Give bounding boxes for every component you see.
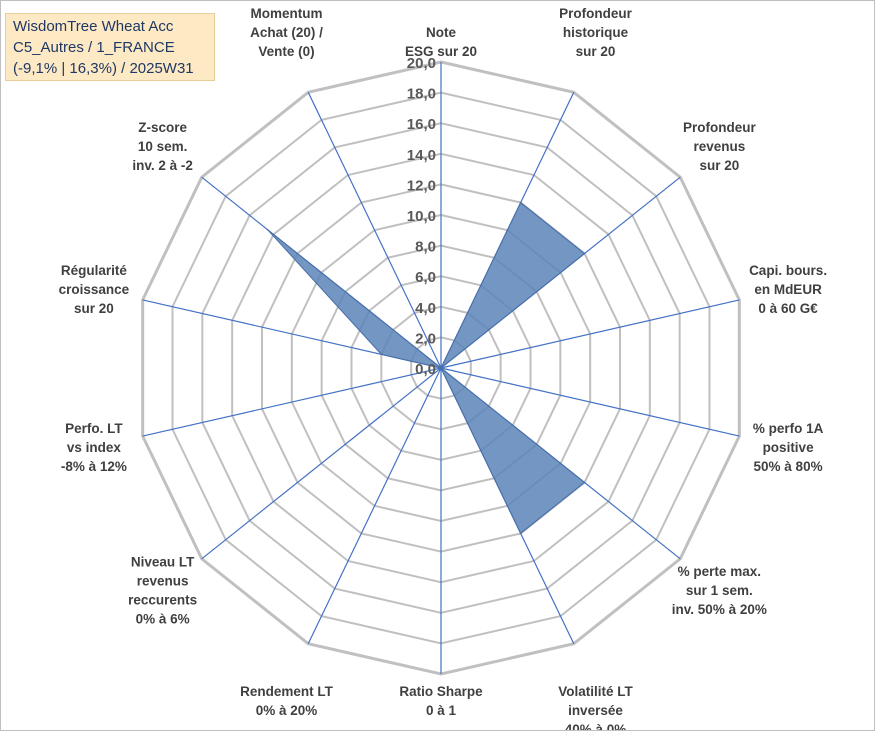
radar-tick-labels: 0,0 2,0 4,0 6,0 8,0 10,0 12,0 14,0 16,0 18,0 20,0 — [407, 55, 436, 378]
category-label-13: Momentum Achat (20) / Vente (0) — [250, 6, 323, 59]
spoke-4 — [440, 367, 740, 437]
tick-label-8: 16,0 — [407, 116, 436, 133]
tick-label-10: 20,0 — [407, 55, 436, 72]
spoke-8 — [307, 367, 442, 644]
category-label-6: Volatilité LT inversée 40% à 0% — [558, 684, 633, 730]
category-label-5: % perte max. sur 1 sem. inv. 50% à 20% — [672, 564, 767, 617]
tick-label-2: 4,0 — [415, 300, 436, 317]
category-label-3: Capi. bours. en MdEUR 0 à 60 G€ — [749, 263, 827, 316]
category-label-2: Profondeur revenus sur 20 — [683, 120, 756, 173]
fund-category: C5_Autres / 1_FRANCE — [13, 39, 175, 56]
category-label-1: Profondeur historique sur 20 — [559, 6, 632, 59]
radar-category-labels: Note ESG sur 20 Profondeur historique sur 20… — [59, 6, 827, 730]
spoke-13 — [307, 92, 442, 369]
tick-label-1: 2,0 — [415, 330, 436, 347]
category-label-0: Note ESG sur 20 — [405, 25, 477, 59]
series-point-5 — [583, 481, 586, 484]
category-label-4: % perfo 1A positive 50% à 80% — [753, 421, 824, 474]
series-point-11 — [380, 353, 383, 356]
spoke-9 — [201, 367, 442, 560]
fund-name: WisdomTree Wheat Acc — [13, 18, 174, 35]
category-label-8: Rendement LT 0% à 20% — [240, 684, 334, 718]
tick-label-9: 18,0 — [407, 86, 436, 103]
series-point-12 — [266, 228, 269, 231]
fund-stats: (-9,1% | 16,3%) / 2025W31 — [13, 60, 194, 77]
category-label-9: Niveau LT revenus reccurents 0% à 6% — [128, 554, 197, 626]
spoke-3 — [440, 299, 740, 369]
series-point-6 — [519, 532, 522, 535]
tick-label-3: 6,0 — [415, 269, 436, 286]
series-point-2 — [583, 252, 586, 255]
tick-label-5: 10,0 — [407, 208, 436, 225]
spoke-10 — [142, 367, 442, 437]
tick-label-0: 0,0 — [415, 361, 436, 378]
tick-label-4: 8,0 — [415, 239, 436, 256]
category-label-12: Z-score 10 sem. inv. 2 à -2 — [132, 120, 193, 173]
category-label-11: Régularité croissance sur 20 — [59, 263, 130, 316]
series-point-13 — [440, 367, 442, 369]
category-label-10: Perfo. LT vs index -8% à 12% — [61, 421, 127, 474]
fund-info-box: WisdomTree Wheat Acc C5_Autres / 1_FRANC… — [5, 13, 215, 81]
series-area-0 — [267, 201, 586, 535]
tick-label-7: 14,0 — [407, 147, 436, 164]
series-point-1 — [519, 201, 522, 204]
radar-series — [266, 201, 586, 535]
tick-label-6: 12,0 — [407, 177, 436, 194]
category-label-7: Ratio Sharpe 0 à 1 — [399, 684, 483, 718]
